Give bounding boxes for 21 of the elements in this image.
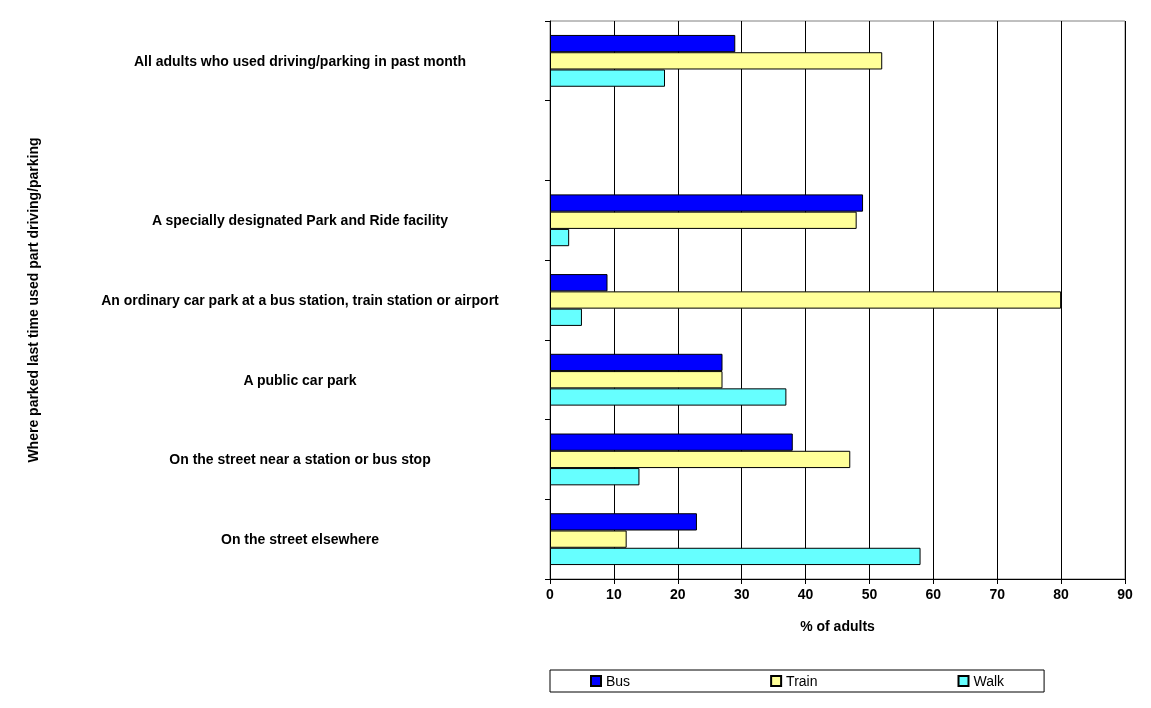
legend-label: Walk	[973, 673, 1006, 689]
x-tick-label: 50	[861, 586, 878, 602]
y-tick-label: An ordinary car park at a bus station, train station or airport	[101, 292, 500, 308]
x-tick-label: 90	[1117, 586, 1133, 602]
x-tick-label: 0	[546, 586, 555, 602]
legend-label: Bus	[606, 673, 631, 689]
x-axis-title: % of adults	[800, 618, 876, 634]
x-tick-label: 60	[925, 586, 942, 602]
x-tick-label: 20	[669, 586, 686, 602]
x-tick-label: 70	[989, 586, 1006, 602]
x-tick-label: 40	[797, 586, 814, 602]
y-tick-label: All adults who used driving/parking in past month	[133, 52, 467, 69]
x-tick-label: 80	[1053, 586, 1070, 602]
legend-label: Train	[786, 673, 818, 689]
x-tick-label: 10	[606, 586, 622, 602]
y-tick-label: A specially designated Park and Ride facility	[152, 212, 449, 229]
y-axis-title: Where parked last time used part driving/parking	[25, 137, 41, 463]
y-tick-label: On the street elsewhere	[221, 531, 380, 548]
x-tick-label: 30	[733, 586, 750, 602]
y-tick-label: On the street near a station or bus stop	[169, 451, 431, 468]
y-tick-label: A public car park	[243, 371, 357, 388]
